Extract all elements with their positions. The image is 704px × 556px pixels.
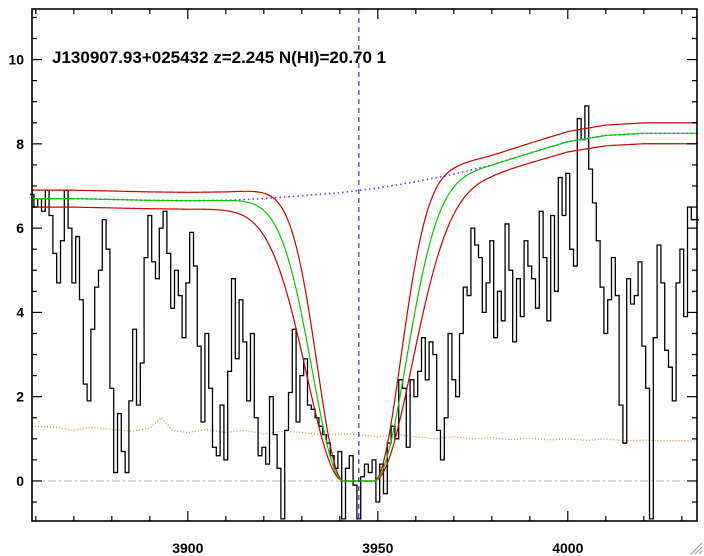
dla-fit-central-line <box>32 132 697 482</box>
flux-spectrum-line <box>30 105 699 520</box>
y-tick-label: 8 <box>16 136 24 152</box>
tick-layer: 3900 3950 4000 0 2 4 6 8 10 <box>8 9 697 556</box>
plot-frame <box>31 8 698 522</box>
x-tick-label: 4000 <box>552 540 583 556</box>
y-tick-label: 0 <box>16 473 24 489</box>
plot-layer <box>30 9 699 521</box>
y-tick-label: 10 <box>8 52 24 68</box>
resize-grip-icon[interactable] <box>689 541 703 555</box>
x-tick-label: 3950 <box>362 540 393 556</box>
y-tick-label: 4 <box>16 304 24 320</box>
chart-title: J130907.93+025432 z=2.245 N(HI)=20.70 1 <box>52 48 386 67</box>
y-tick-label: 2 <box>16 389 24 405</box>
x-tick-label: 3900 <box>172 540 203 556</box>
y-tick-label: 6 <box>16 220 24 236</box>
